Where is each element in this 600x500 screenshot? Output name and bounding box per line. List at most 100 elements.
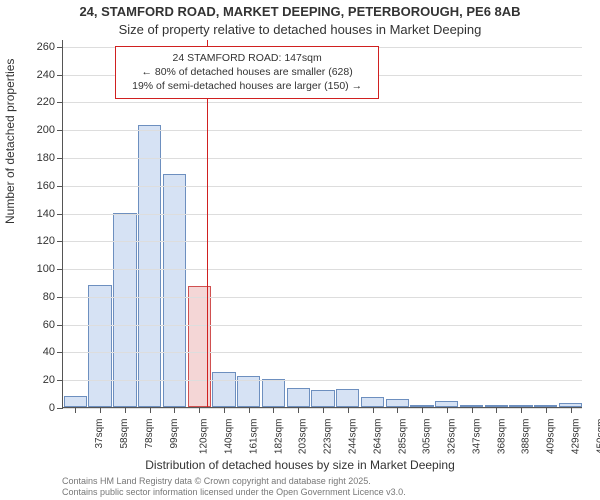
x-tick-label: 244sqm	[348, 419, 359, 455]
y-tick	[57, 352, 63, 353]
x-tick	[571, 407, 572, 413]
x-tick-label: 326sqm	[447, 419, 458, 455]
y-tick-label: 220	[37, 96, 55, 108]
x-tick-label: 264sqm	[372, 419, 383, 455]
x-tick-label: 429sqm	[570, 419, 581, 455]
y-tick-label: 60	[43, 319, 55, 331]
chart-plot-area: 02040608010012014016018020022024026037sq…	[62, 40, 582, 408]
x-tick	[75, 407, 76, 413]
x-tick	[298, 407, 299, 413]
y-tick-label: 100	[37, 263, 55, 275]
grid-line	[63, 214, 582, 215]
x-tick	[174, 407, 175, 413]
grid-line	[63, 352, 582, 353]
x-tick-label: 182sqm	[273, 419, 284, 455]
chart-container: 24, STAMFORD ROAD, MARKET DEEPING, PETER…	[0, 0, 600, 500]
info-box: 24 STAMFORD ROAD: 147sqm← 80% of detache…	[115, 46, 379, 99]
info-line-1: ← 80% of detached houses are smaller (62…	[124, 65, 370, 79]
y-tick	[57, 297, 63, 298]
x-tick	[199, 407, 200, 413]
grid-line	[63, 241, 582, 242]
x-tick	[224, 407, 225, 413]
x-tick-label: 388sqm	[521, 419, 532, 455]
y-tick-label: 140	[37, 208, 55, 220]
grid-line	[63, 102, 582, 103]
x-tick	[323, 407, 324, 413]
chart-bar	[138, 125, 161, 407]
chart-bar	[88, 285, 111, 407]
info-line-0: 24 STAMFORD ROAD: 147sqm	[124, 51, 370, 65]
x-tick	[273, 407, 274, 413]
y-tick	[57, 214, 63, 215]
x-tick	[348, 407, 349, 413]
y-tick	[57, 75, 63, 76]
x-axis-title: Distribution of detached houses by size …	[0, 458, 600, 472]
chart-bar	[163, 174, 186, 407]
x-tick	[546, 407, 547, 413]
x-tick-label: 368sqm	[496, 419, 507, 455]
x-tick-label: 223sqm	[323, 419, 334, 455]
y-tick-label: 200	[37, 124, 55, 136]
y-tick-label: 0	[49, 402, 55, 414]
x-tick-label: 120sqm	[199, 419, 210, 455]
x-tick	[249, 407, 250, 413]
x-tick	[521, 407, 522, 413]
grid-line	[63, 158, 582, 159]
x-tick-label: 99sqm	[169, 419, 180, 449]
x-tick-label: 37sqm	[94, 419, 105, 449]
chart-bar	[262, 379, 285, 407]
x-tick	[100, 407, 101, 413]
x-tick-label: 305sqm	[422, 419, 433, 455]
grid-line	[63, 297, 582, 298]
x-tick-label: 78sqm	[144, 419, 155, 449]
credit-line-1: Contains public sector information licen…	[62, 487, 406, 498]
grid-line	[63, 325, 582, 326]
x-tick	[150, 407, 151, 413]
credit-line-0: Contains HM Land Registry data © Crown c…	[62, 476, 406, 487]
y-tick-label: 120	[37, 235, 55, 247]
y-tick	[57, 269, 63, 270]
y-tick-label: 20	[43, 374, 55, 386]
chart-bar	[212, 372, 235, 407]
y-tick	[57, 408, 63, 409]
y-tick-label: 180	[37, 152, 55, 164]
y-tick	[57, 102, 63, 103]
x-tick-label: 58sqm	[119, 419, 130, 449]
grid-line	[63, 130, 582, 131]
y-tick	[57, 130, 63, 131]
y-tick-label: 260	[37, 41, 55, 53]
x-tick-label: 203sqm	[298, 419, 309, 455]
chart-bar	[361, 397, 384, 407]
x-tick-label: 409sqm	[546, 419, 557, 455]
y-axis-title: Number of detached properties	[3, 59, 17, 224]
chart-bar	[311, 390, 334, 407]
x-tick	[496, 407, 497, 413]
x-tick	[472, 407, 473, 413]
chart-credits: Contains HM Land Registry data © Crown c…	[62, 476, 406, 498]
x-tick	[447, 407, 448, 413]
y-tick	[57, 158, 63, 159]
x-tick	[422, 407, 423, 413]
y-tick-label: 80	[43, 291, 55, 303]
grid-line	[63, 186, 582, 187]
x-tick	[373, 407, 374, 413]
chart-bar	[336, 389, 359, 407]
info-line-2: 19% of semi-detached houses are larger (…	[124, 79, 370, 93]
x-tick-label: 140sqm	[224, 419, 235, 455]
chart-title-main: 24, STAMFORD ROAD, MARKET DEEPING, PETER…	[0, 4, 600, 19]
y-tick	[57, 47, 63, 48]
grid-line	[63, 269, 582, 270]
x-tick-label: 285sqm	[397, 419, 408, 455]
chart-bar	[64, 396, 87, 407]
x-tick-label: 161sqm	[249, 419, 260, 455]
chart-bar	[287, 388, 310, 407]
y-tick-label: 160	[37, 180, 55, 192]
y-tick	[57, 380, 63, 381]
x-tick	[397, 407, 398, 413]
y-tick	[57, 241, 63, 242]
y-tick-label: 40	[43, 346, 55, 358]
grid-line	[63, 380, 582, 381]
y-tick	[57, 186, 63, 187]
y-tick-label: 240	[37, 69, 55, 81]
x-tick	[125, 407, 126, 413]
